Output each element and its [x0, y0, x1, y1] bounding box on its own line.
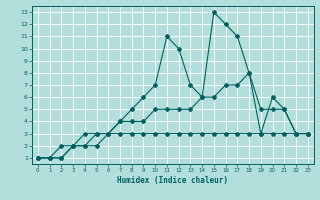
- X-axis label: Humidex (Indice chaleur): Humidex (Indice chaleur): [117, 176, 228, 185]
